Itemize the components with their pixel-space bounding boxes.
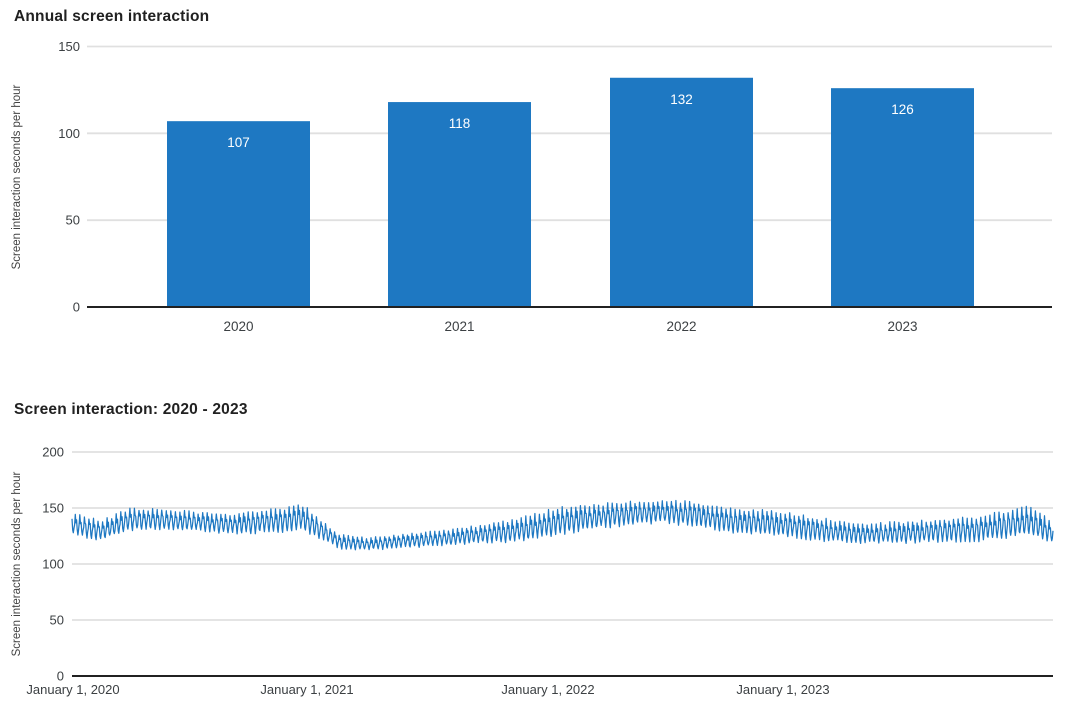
- bar-value-label: 107: [227, 135, 250, 150]
- bar-chart-y-tick-label: 0: [73, 300, 80, 315]
- line-chart-y-axis-title: Screen interaction seconds per hour: [11, 471, 23, 656]
- line-chart-title: Screen interaction: 2020 - 2023: [14, 401, 248, 418]
- bar-chart-x-tick-label: 2023: [887, 319, 917, 334]
- bar-value-label: 132: [670, 92, 693, 107]
- line-chart-y-tick-label: 200: [42, 445, 64, 460]
- line-chart-x-tick-label: January 1, 2020: [26, 682, 119, 697]
- bar-value-label: 126: [891, 102, 914, 117]
- bar-chart-x-tick-label: 2020: [223, 319, 253, 334]
- line-chart-canvas: 0 50 100 150 200 January 1, 2020 January 1, 20…: [11, 445, 1054, 697]
- bar-chart-y-tick-label: 100: [58, 126, 80, 141]
- screen-interaction-series-line[interactable]: [71, 499, 1054, 551]
- bar-chart-canvas: 0 50 100 150 107 2020 118 2021 132 2022 126 2023 Scr…: [11, 39, 1052, 334]
- line-chart-y-tick-label: 150: [42, 501, 64, 516]
- bar-chart-x-tick-label: 2022: [666, 319, 696, 334]
- line-chart-y-tick-label: 100: [42, 557, 64, 572]
- bar-chart-y-tick-label: 150: [58, 39, 80, 54]
- bar-2020[interactable]: [167, 121, 310, 308]
- bar-2023[interactable]: [831, 88, 974, 307]
- line-chart-y-tick-label: 50: [50, 613, 64, 628]
- bar-2021[interactable]: [388, 102, 531, 307]
- line-chart-x-tick-label: January 1, 2021: [260, 682, 353, 697]
- bar-chart-y-axis-title: Screen interaction seconds per hour: [11, 84, 23, 269]
- bar-chart-x-tick-label: 2021: [444, 319, 474, 334]
- bar-chart-y-tick-label: 50: [66, 213, 80, 228]
- bar-2022[interactable]: [610, 77, 753, 307]
- bar-chart-title: Annual screen interaction: [14, 8, 210, 25]
- line-chart-y-tick-label: 0: [57, 669, 64, 684]
- line-chart-x-tick-label: January 1, 2022: [501, 682, 594, 697]
- bar-value-label: 118: [449, 116, 471, 131]
- line-chart-x-tick-label: January 1, 2023: [736, 682, 829, 697]
